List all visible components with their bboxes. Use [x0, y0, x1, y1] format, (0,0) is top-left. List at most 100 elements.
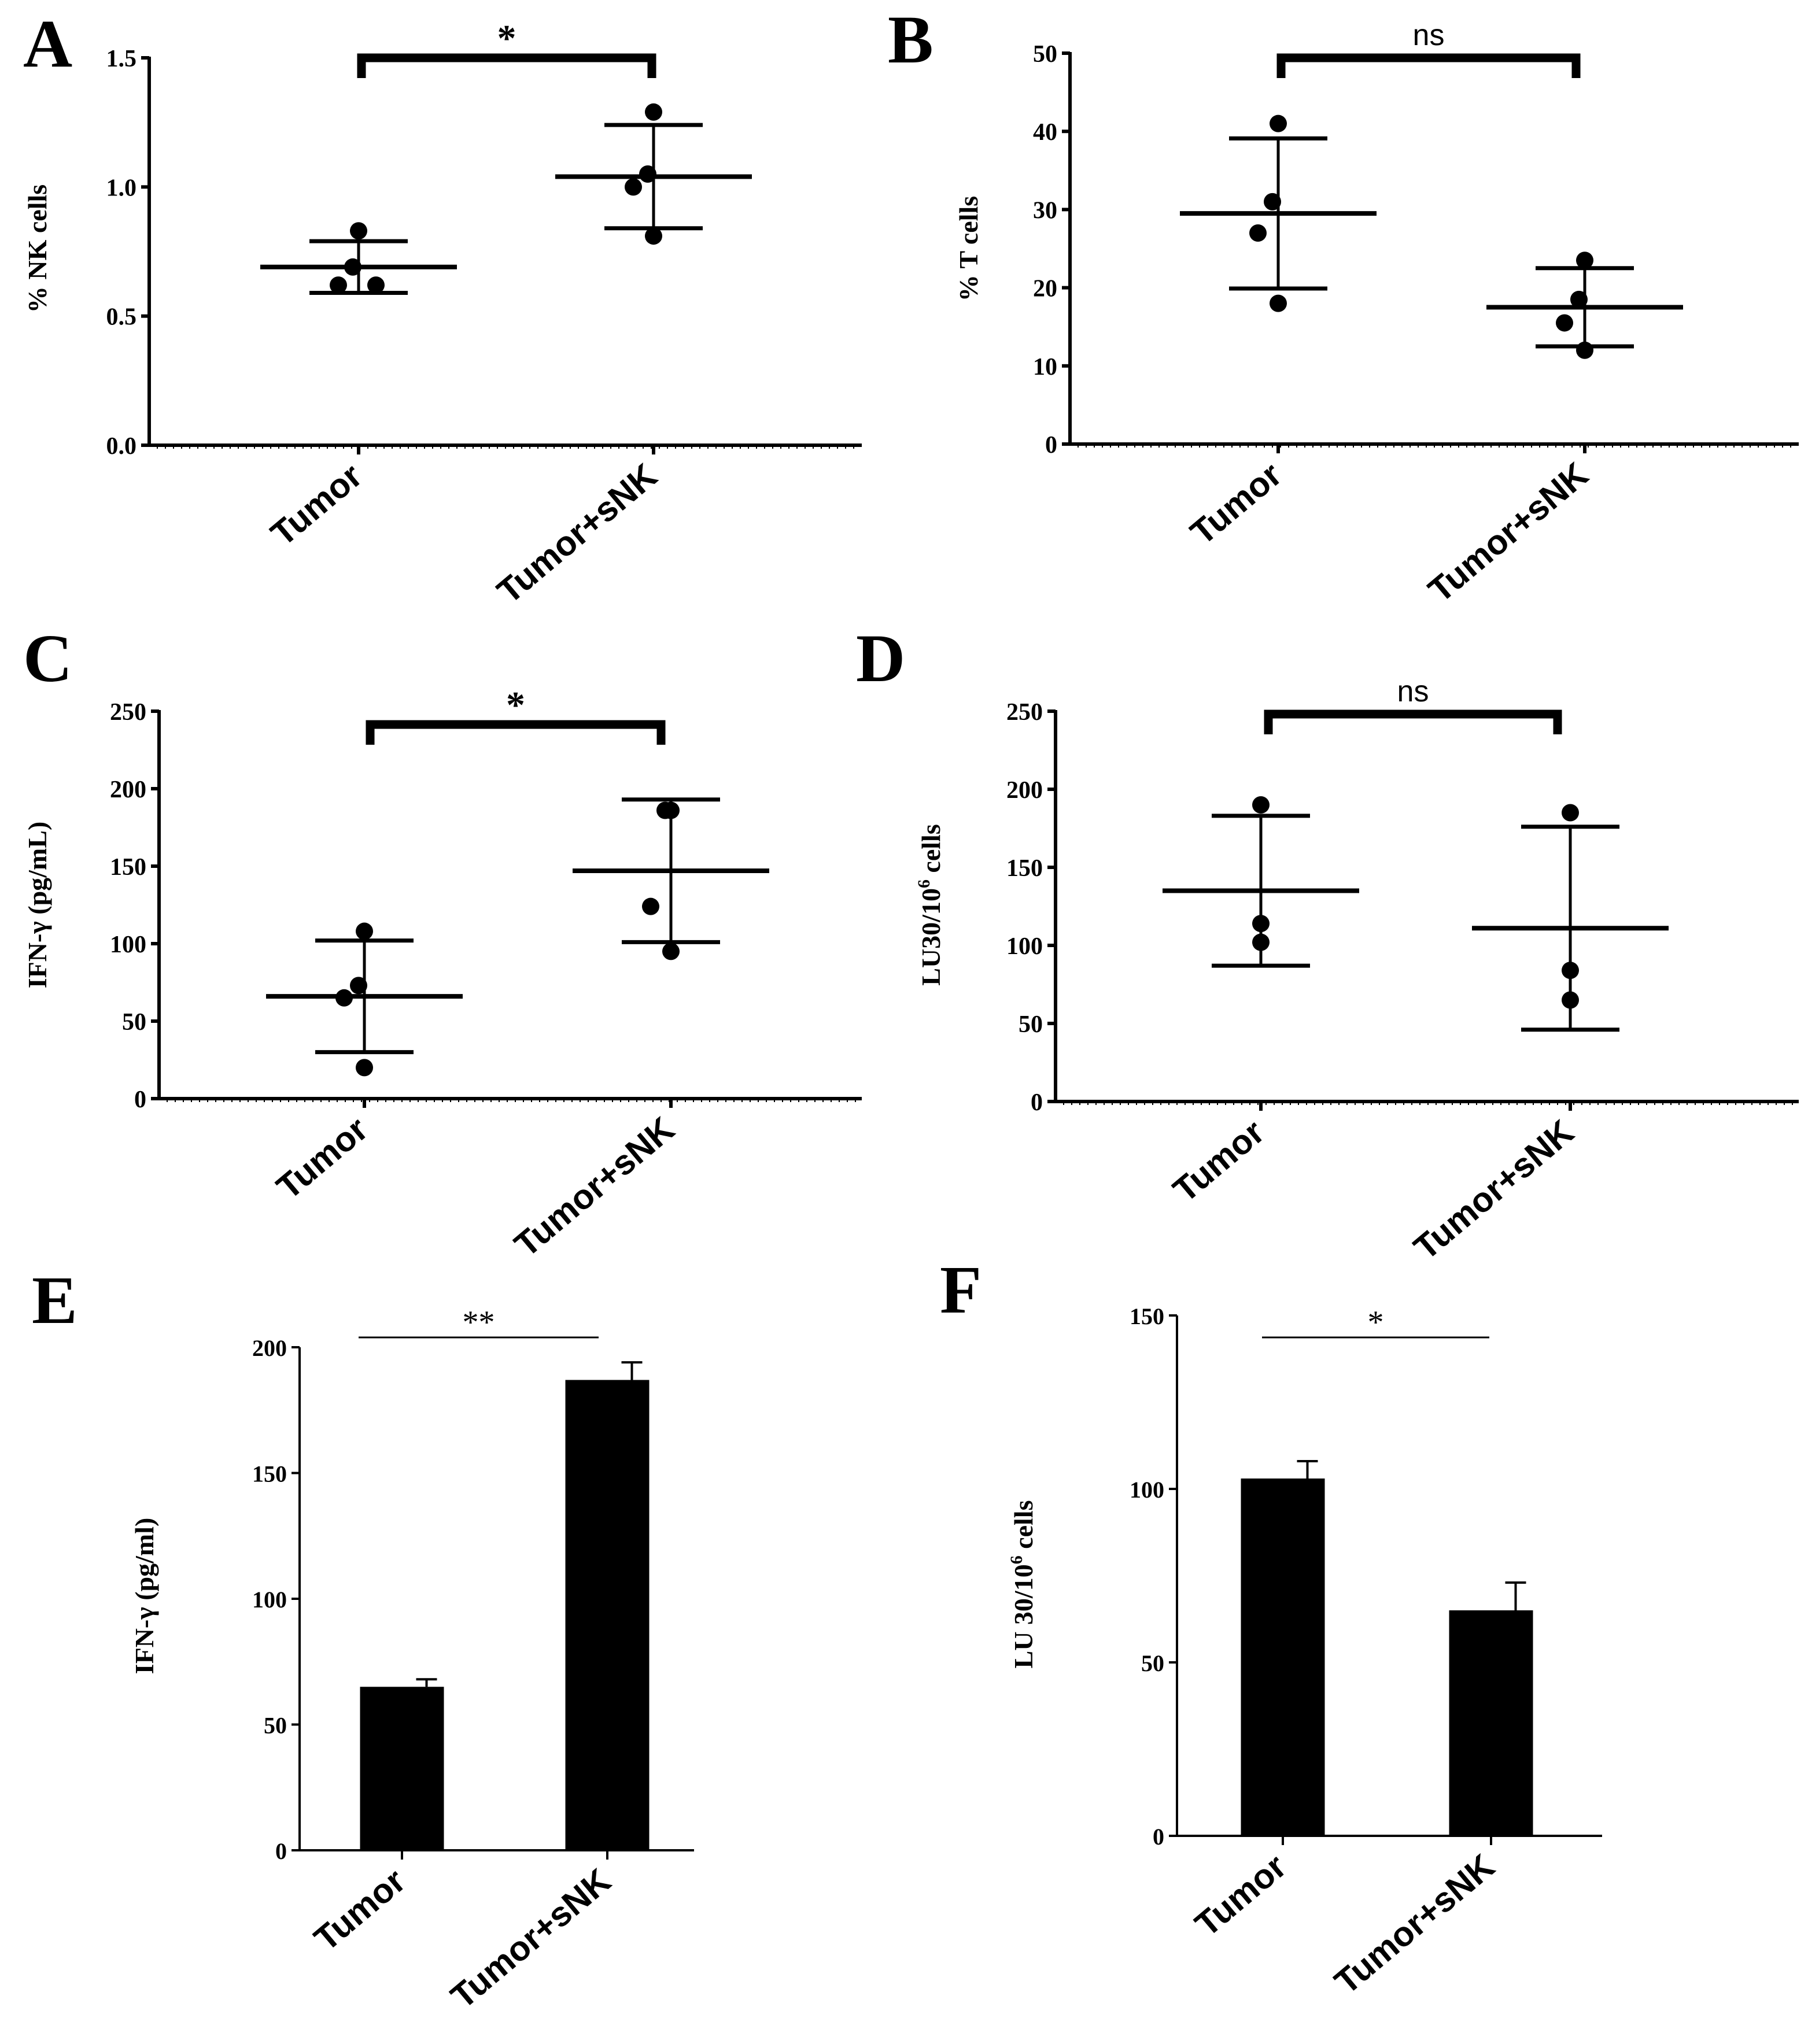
panel-b-data-point	[1264, 193, 1281, 210]
panel-a-y-axis-title-text: % NK cells	[23, 184, 52, 313]
panel-f-y-axis-title: LU 30/106 cells	[1007, 1500, 1038, 1669]
panel-a-data-point	[645, 227, 662, 245]
panel-a-data-point	[344, 258, 361, 276]
panel-f-bar	[1241, 1479, 1325, 1836]
panel-e-y-tick-label: 0	[275, 1838, 287, 1864]
panel-f-y-tick-label: 150	[1130, 1303, 1164, 1329]
panel-a-y-tick-label: 1.0	[106, 175, 137, 201]
panel-f-bar	[1449, 1610, 1533, 1836]
panel-e-bar	[565, 1380, 650, 1850]
panel-c-x-category-label: Tumor+sNK	[507, 1110, 681, 1265]
panel-label-f: F	[940, 1252, 982, 1328]
panel-b-data-point	[1556, 314, 1573, 332]
panel-c-significance-bracket	[366, 720, 666, 745]
panel-a-y-tick-label: 0.5	[106, 304, 137, 331]
panel-label-a: A	[23, 6, 72, 82]
panel-b-y-tick-label: 30	[1033, 197, 1057, 224]
panel-d-y-axis-title-superscript: 6	[914, 879, 933, 888]
panel-a-x-category-label: Tumor	[264, 456, 370, 553]
panel-e-y-tick-label: 150	[252, 1461, 287, 1487]
panel-b-x-minor-ticks	[1078, 444, 1791, 448]
panel-a-y-axis-title: % NK cells	[23, 184, 52, 313]
panel-b-data-point	[1270, 294, 1287, 312]
panel-c-data-point	[335, 989, 353, 1007]
panel-label-e: E	[32, 1262, 78, 1338]
panel-a-data-point	[639, 165, 656, 183]
panel-e-y-tick-label: 100	[252, 1587, 287, 1613]
panel-a-chart: 0.0 0.5 1.0 1.5 Tumor Tumor+sNK % NK cells *	[23, 17, 862, 611]
panel-b-significance-label: ns	[1413, 19, 1445, 52]
panel-c-y-axis-title-text: IFN-γ (pg/mL)	[23, 822, 52, 989]
panel-f-y-axis-title-main: LU 30/10	[1009, 1564, 1038, 1668]
panel-a-y-tick-label: 0.0	[106, 433, 137, 460]
panel-a-x-minor-ticks	[157, 445, 854, 449]
panel-c-significance-label: *	[506, 684, 525, 726]
panel-d-x-minor-ticks	[1063, 1102, 1793, 1105]
panel-f-x-category-label: Tumor+sNK	[1327, 1847, 1501, 2002]
panel-c-x-category-label: Tumor	[270, 1110, 375, 1207]
panel-e-significance-label: **	[463, 1304, 495, 1340]
panel-b-chart: 0 10 20 30 40 50 Tumor Tumor+sNK % T cells ns	[954, 19, 1799, 610]
panel-d-y-tick-label: 200	[1006, 777, 1043, 804]
panel-e-y-axis-title: IFN-γ (pg/ml)	[130, 1518, 159, 1675]
panel-d-y-tick-label: 250	[1006, 699, 1043, 726]
panel-c-data-point	[350, 977, 367, 995]
panel-e-y-tick-label: 50	[264, 1713, 287, 1739]
panel-b-data-point	[1270, 114, 1287, 132]
panel-c-x-minor-ticks	[167, 1099, 856, 1102]
panel-c-data-point	[656, 801, 674, 819]
panel-d-y-tick-label: 0	[1031, 1089, 1043, 1116]
panel-c-y-axis-title: IFN-γ (pg/mL)	[23, 822, 52, 989]
panel-b-y-axis-title-text: % T cells	[954, 196, 983, 301]
panel-a-data-point	[625, 178, 642, 196]
panel-label-c: C	[23, 620, 72, 696]
panel-a-significance-label: *	[497, 17, 516, 60]
panel-c-y-tick-label: 100	[110, 932, 146, 958]
panel-label-d: D	[856, 620, 905, 696]
panel-b-y-tick-label: 10	[1033, 354, 1057, 380]
panel-d-significance-bracket	[1264, 709, 1562, 734]
panel-b-y-tick-label: 40	[1033, 119, 1057, 146]
panel-d-y-tick-label: 50	[1019, 1011, 1043, 1038]
panel-e-y-tick-label: 200	[252, 1335, 287, 1361]
panel-a-significance-bracket	[357, 53, 656, 78]
panel-c-data-point	[662, 942, 680, 960]
panel-c-data-point	[356, 1059, 373, 1077]
panel-a-x-category-label: Tumor+sNK	[490, 456, 664, 611]
panel-e-chart: 0 50 100 150 200 Tumor Tumor+sNK IFN-γ (pg/ml) *…	[130, 1304, 694, 2016]
panel-e-bar	[360, 1687, 444, 1850]
panel-b-significance-bracket	[1276, 53, 1581, 78]
panel-b-data-point	[1249, 224, 1267, 242]
panel-f-x-category-label: Tumor	[1188, 1847, 1294, 1944]
panel-d-y-tick-label: 150	[1006, 855, 1043, 882]
panel-a-data-point	[350, 222, 367, 240]
panel-c-data-point	[642, 897, 659, 915]
panel-d-y-axis-title-main: LU30/10	[916, 888, 946, 986]
panel-a-y-tick-label: 1.5	[106, 46, 137, 72]
panel-c-data-point	[356, 922, 373, 940]
panel-f-y-tick-label: 0	[1153, 1824, 1164, 1850]
panel-d-data-point	[1562, 991, 1579, 1009]
panel-b-y-tick-label: 0	[1045, 432, 1057, 459]
panel-c-chart: 0 50 100 150 200 250 Tumor Tumor+sNK IFN-γ (pg/m…	[23, 684, 862, 1265]
panel-label-b: B	[888, 2, 933, 77]
panel-c-y-tick-label: 250	[110, 699, 146, 726]
panel-d-chart: 0 50 100 150 200 250 Tumor Tumor+sNK LU30/106 ce…	[914, 675, 1799, 1267]
panel-d-data-point	[1252, 796, 1270, 814]
panel-c-y-tick-label: 0	[134, 1086, 146, 1113]
panel-d-data-point	[1252, 933, 1270, 951]
panel-d-data-point	[1562, 962, 1579, 980]
panel-c-y-tick-label: 200	[110, 777, 146, 803]
panel-f-y-axis-title-tail: cells	[1009, 1500, 1038, 1556]
panel-a-data-point	[645, 103, 662, 121]
panel-f-chart: 0 50 100 150 Tumor Tumor+sNK LU 30/106 cells *	[1007, 1303, 1602, 2002]
panel-d-data-point	[1252, 915, 1270, 933]
panel-b-x-category-label: Tumor+sNK	[1421, 455, 1595, 610]
panel-b-y-tick-label: 50	[1033, 41, 1057, 68]
panel-a-data-point	[367, 276, 385, 294]
panel-e-y-axis-title-text: IFN-γ (pg/ml)	[130, 1518, 159, 1675]
panel-b-y-tick-label: 20	[1033, 276, 1057, 302]
panel-d-y-axis-title-tail: cells	[916, 824, 946, 879]
panel-b-x-category-label: Tumor	[1183, 455, 1289, 552]
panel-e-x-category-label: Tumor+sNK	[444, 1861, 618, 2016]
